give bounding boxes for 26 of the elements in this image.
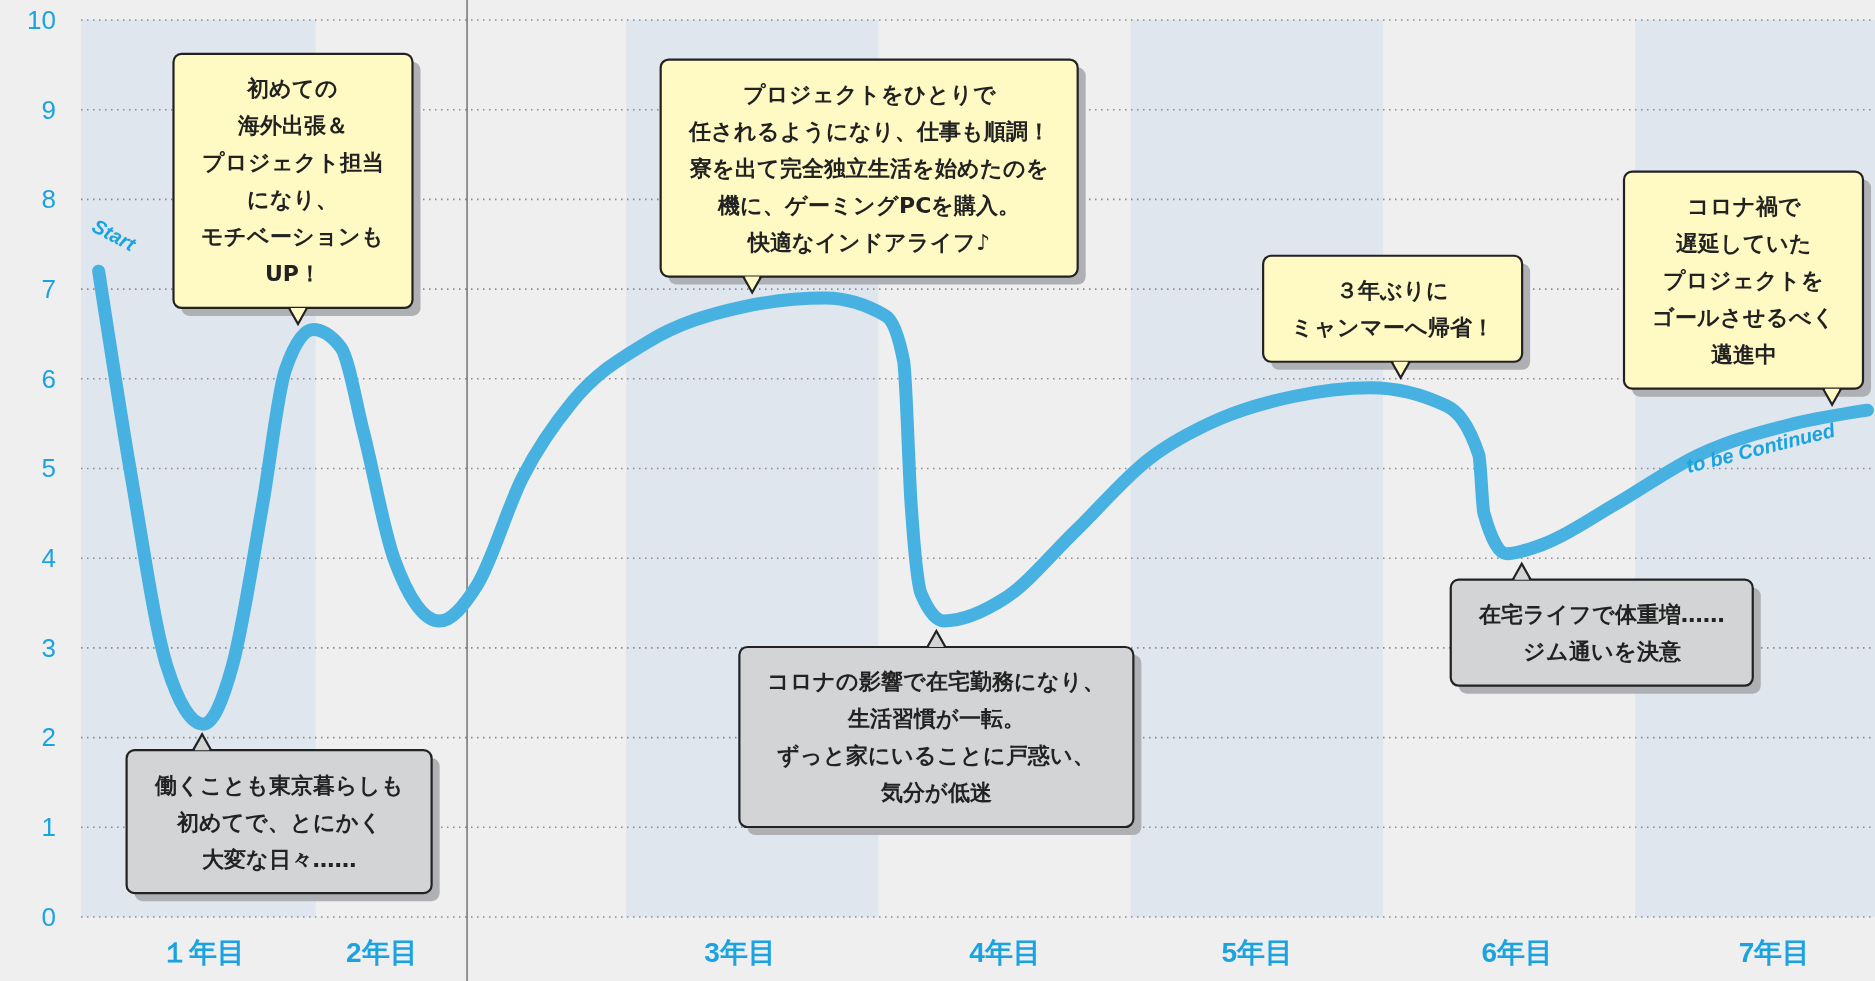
annotation: 在宅ライフで体重増……ジム通いを決意 <box>1477 602 1725 665</box>
y-tick-label: 3 <box>41 632 56 663</box>
x-tick-label: １年目 <box>160 936 245 968</box>
x-tick-label: 2年目 <box>345 936 418 968</box>
y-tick-label: 7 <box>41 273 56 304</box>
annotation: コロナの影響で在宅勤務になり、生活習慣が一転。ずっと家にいることに戸惑い、気分が低迷 <box>767 669 1106 806</box>
x-tick-label: 7年目 <box>1738 936 1811 968</box>
annotation: コロナ禍で遅延していたプロジェクトをゴールさせるべく邁進中 <box>1652 194 1835 368</box>
y-tick-label: 5 <box>41 453 56 484</box>
annotation: 働くことも東京暮らしも初めてで、とにかく大変な日々…… <box>153 772 404 872</box>
x-tick-label: 3年目 <box>704 936 776 968</box>
y-tick-label: 2 <box>41 722 56 753</box>
annotation: Start <box>88 214 141 257</box>
annotation: 初めての海外出張＆プロジェクト担当になり、モチベーションもUP！ <box>201 76 385 287</box>
y-tick-label: 0 <box>41 901 56 932</box>
y-tick-label: 1 <box>41 812 56 843</box>
annotation: プロジェクトをひとりで任されるようになり、仕事も順調！寮を出て完全独立生活を始めたのを機に、ゲーミングPCを購入。快適なインドアライフ♪ <box>687 81 1050 255</box>
y-tick-label: 10 <box>27 4 56 35</box>
y-tick-label: 6 <box>41 363 56 394</box>
y-tick-label: 8 <box>41 184 56 215</box>
x-tick-label: 6年目 <box>1481 936 1553 968</box>
y-tick-label: 4 <box>41 543 56 574</box>
annotation: ３年ぶりにミャンマーへ帰省！ <box>1291 278 1495 341</box>
x-tick-label: 5年目 <box>1221 936 1294 968</box>
y-tick-label: 9 <box>41 94 56 125</box>
x-tick-label: 4年目 <box>969 936 1041 968</box>
